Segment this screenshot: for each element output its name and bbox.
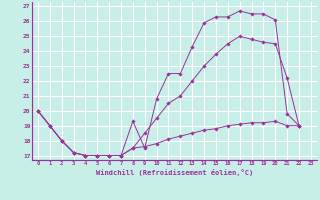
X-axis label: Windchill (Refroidissement éolien,°C): Windchill (Refroidissement éolien,°C) [96, 169, 253, 176]
